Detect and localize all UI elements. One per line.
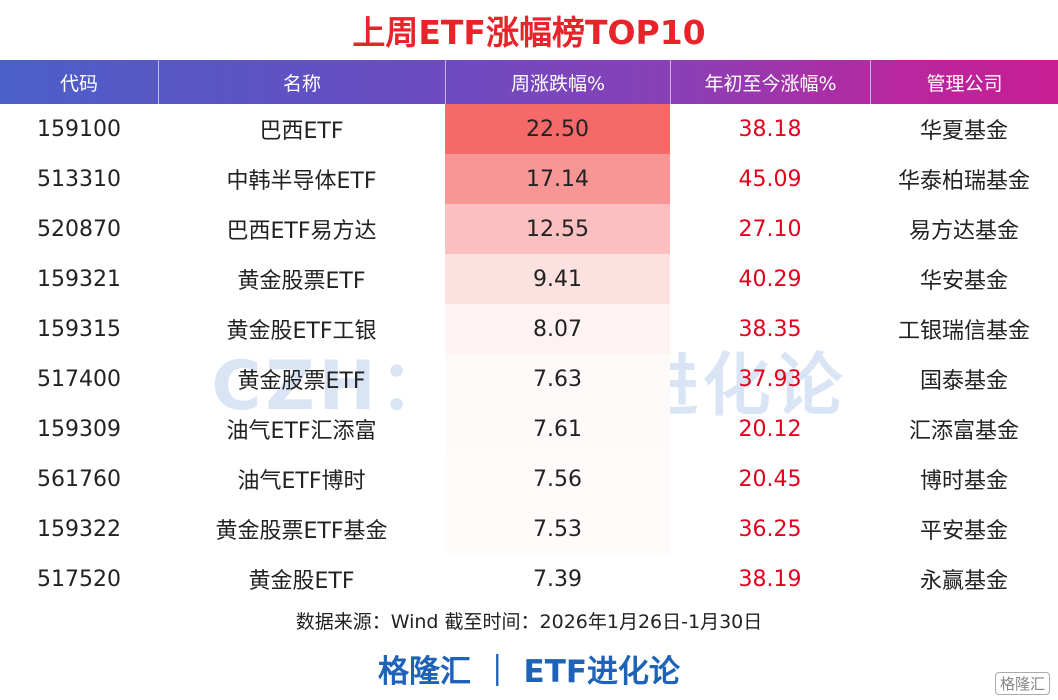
table-cell: 巴西ETF — [259, 119, 344, 144]
table-cell: 38.19 — [738, 566, 802, 592]
table-cell: 159322 — [37, 516, 121, 542]
table-cell: 513310 — [37, 166, 121, 192]
table-cell: 巴西ETF易方达 — [226, 219, 377, 244]
table-cell: 博时基金 — [919, 469, 1008, 494]
table-cell: 黄金股票ETF基金 — [215, 519, 388, 544]
title: 上周ETF涨幅榜TOP10 — [352, 13, 706, 52]
table-cell: 561760 — [37, 466, 121, 492]
table-cell: 159309 — [37, 416, 121, 442]
header-cell: 周涨跌幅% — [445, 60, 670, 104]
table-cell: 38.18 — [738, 116, 802, 142]
table-cell: 7.63 — [445, 354, 670, 404]
table-cell: 517520 — [37, 566, 121, 592]
table-cell: 工银瑞信基金 — [897, 319, 1030, 344]
header-cell: 代码 — [59, 72, 98, 95]
table-cell: 9.41 — [445, 254, 670, 304]
table-cell: 40.29 — [738, 266, 802, 292]
table-cell: 45.09 — [738, 166, 802, 192]
table-cell: 油气ETF汇添富 — [226, 419, 377, 444]
table-cell: 20.45 — [738, 466, 802, 492]
header-cell: 年初至今涨幅% — [670, 60, 870, 104]
table-cell: 36.25 — [738, 516, 802, 542]
table-cell: 易方达基金 — [908, 219, 1019, 244]
table-cell: 黄金股票ETF — [237, 269, 366, 294]
table-cell: 平安基金 — [919, 519, 1008, 544]
table-cell: 159100 — [37, 116, 121, 142]
table-cell: 黄金股ETF工银 — [226, 319, 377, 344]
table-cell: 中韩半导体ETF — [226, 169, 377, 194]
table-cell: 517400 — [37, 366, 121, 392]
logo: 格隆汇 — [994, 672, 1050, 695]
table-cell: 黄金股票ETF — [237, 369, 366, 394]
table-cell: 159321 — [37, 266, 121, 292]
table-cell: 华安基金 — [919, 269, 1008, 294]
brand: 格隆汇 ｜ ETF进化论 — [377, 654, 681, 690]
table-cell: 华夏基金 — [919, 119, 1008, 144]
header-cell: 名称 — [158, 60, 445, 104]
table-cell: 8.07 — [445, 304, 670, 354]
table-cell: 37.93 — [738, 366, 802, 392]
table-cell: 12.55 — [445, 204, 670, 254]
table-cell: 黄金股ETF — [248, 569, 355, 594]
table-cell: 华泰柏瑞基金 — [897, 169, 1030, 194]
table-cell: 7.53 — [445, 504, 670, 554]
table-cell: 22.50 — [445, 104, 670, 154]
table-cell: 159315 — [37, 316, 121, 342]
table-cell: 7.39 — [445, 554, 670, 604]
table-cell: 7.56 — [445, 454, 670, 504]
table-cell: 国泰基金 — [919, 369, 1008, 394]
table-cell: 520870 — [37, 216, 121, 242]
table-cell: 20.12 — [738, 416, 802, 442]
header-row — [0, 60, 1058, 104]
table-cell: 油气ETF博时 — [237, 469, 366, 494]
table-cell: 永赢基金 — [919, 569, 1008, 594]
table-cell: 17.14 — [445, 154, 670, 204]
table-cell: 7.61 — [445, 404, 670, 454]
source: 数据来源：Wind 截至时间：2026年1月26日-1月30日 — [295, 611, 763, 633]
table-cell: 27.10 — [738, 216, 802, 242]
header-cell: 管理公司 — [870, 60, 1058, 104]
table-cell: 38.35 — [738, 316, 802, 342]
table-cell: 汇添富基金 — [908, 419, 1019, 444]
